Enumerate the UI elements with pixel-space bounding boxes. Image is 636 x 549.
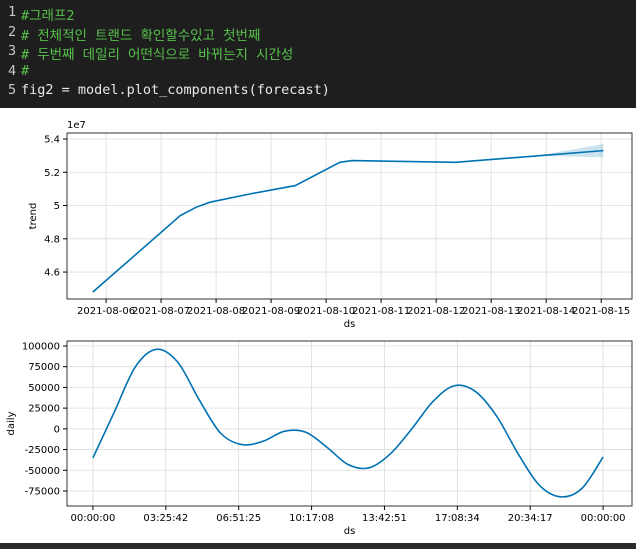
- x-tick-label: 03:25:42: [143, 513, 188, 524]
- x-axis-label: ds: [344, 319, 356, 330]
- x-tick-label: 2021-08-15: [572, 306, 630, 317]
- code-line: fig2 = model.plot_components(forecast): [21, 82, 330, 98]
- y-tick-label: 25000: [28, 404, 60, 415]
- y-tick-label: 50000: [28, 383, 60, 394]
- x-tick-label: 20:34:17: [508, 513, 553, 524]
- x-tick-label: 2021-08-09: [242, 306, 300, 317]
- line-number: 4: [8, 62, 17, 79]
- x-tick-label: 2021-08-07: [132, 306, 190, 317]
- code-line: #그래프2: [21, 8, 75, 24]
- line-number: 5: [8, 82, 17, 98]
- y-axis-label: trend: [28, 203, 39, 230]
- y-tick-label: 100000: [22, 341, 60, 352]
- y-tick-label: 5.2: [44, 168, 60, 179]
- x-tick-label: 17:08:34: [435, 513, 480, 524]
- x-tick-label: 2021-08-08: [187, 306, 245, 317]
- y-offset-label: 1e7: [67, 120, 86, 131]
- x-axis-label: ds: [344, 526, 356, 537]
- code-line: #: [21, 62, 30, 79]
- line-number: 1: [8, 4, 17, 20]
- series-line: [92, 348, 604, 498]
- x-tick-label: 06:51:25: [216, 513, 261, 524]
- uncertainty-band: [491, 143, 604, 160]
- axes-frame: [66, 340, 633, 507]
- y-tick-label: -25000: [25, 445, 60, 456]
- bottom-bar: [0, 543, 636, 549]
- x-tick-label: 00:00:00: [70, 513, 115, 524]
- series-line: [92, 149, 604, 293]
- x-tick-label: 00:00:00: [581, 513, 626, 524]
- y-tick-label: -50000: [25, 466, 60, 477]
- y-tick-label: 4.6: [44, 268, 60, 279]
- x-tick-label: 13:42:51: [362, 513, 407, 524]
- x-tick-label: 2021-08-10: [297, 306, 355, 317]
- y-tick-label: 5: [54, 201, 60, 212]
- x-tick-label: 10:17:08: [289, 513, 334, 524]
- x-tick-label: 2021-08-06: [77, 306, 135, 317]
- y-tick-label: 0: [54, 424, 60, 435]
- x-tick-label: 2021-08-11: [352, 306, 410, 317]
- y-tick-label: 75000: [28, 362, 60, 373]
- charts: 4.64.855.25.42021-08-062021-08-072021-08…: [6, 120, 633, 537]
- y-tick-label: 5.4: [44, 134, 60, 145]
- x-tick-label: 2021-08-12: [407, 306, 465, 317]
- line-number: 2: [8, 23, 17, 40]
- y-tick-label: 4.8: [44, 234, 60, 245]
- axes-frame: [66, 132, 633, 300]
- y-tick-label: -75000: [25, 487, 60, 498]
- code-cell: 1 #그래프2 2 # 전체적인 트랜드 확인할수있고 첫번째 3 # 두번째 데일리 어…: [0, 0, 636, 108]
- y-axis-label: daily: [6, 411, 17, 435]
- code-line: # 두번째 데일리 어떤식으로 바뀌는지 시간성: [21, 47, 294, 63]
- line-number: 3: [8, 43, 17, 59]
- code-line: # 전체적인 트랜드 확인할수있고 첫번째: [21, 27, 261, 44]
- x-tick-label: 2021-08-14: [517, 306, 575, 317]
- x-tick-label: 2021-08-13: [462, 306, 520, 317]
